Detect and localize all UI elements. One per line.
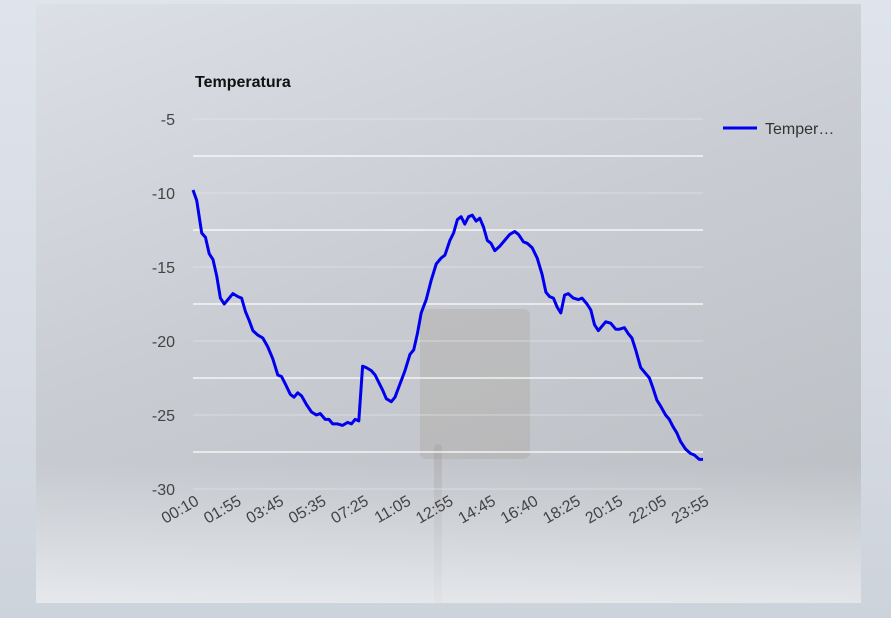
chart-title: Temperatura [195, 74, 291, 91]
x-tick-label: 03:45 [244, 493, 287, 528]
legend[interactable]: Temper… [723, 121, 834, 138]
chart-panel [36, 4, 861, 603]
x-tick-label: 07:25 [328, 493, 371, 528]
x-tick-label: 22:05 [626, 493, 669, 528]
x-tick-label: 05:35 [286, 493, 329, 528]
x-tick-label: 18:25 [540, 493, 583, 528]
weather-station-silhouette [420, 309, 530, 459]
x-tick-label: 01:55 [201, 493, 244, 528]
x-axis-ticks: 00:10 01:55 03:45 05:35 07:25 11:05 12:55 14:45… [159, 493, 712, 528]
y-tick-label: -20 [152, 334, 175, 351]
x-tick-label: 11:05 [372, 493, 414, 527]
y-tick-label: -5 [161, 112, 175, 129]
series-line-temperatura [191, 189, 703, 461]
x-tick-label: 14:45 [456, 493, 499, 528]
y-tick-label: -10 [152, 186, 175, 203]
y-tick-label: -30 [152, 482, 175, 499]
x-tick-label: 23:55 [669, 493, 712, 528]
mountain-background [36, 463, 861, 603]
y-tick-label: -25 [152, 408, 175, 425]
x-tick-label: 20:15 [583, 493, 626, 528]
x-tick-label: 16:40 [498, 493, 541, 528]
y-tick-label: -15 [152, 260, 175, 277]
x-tick-label: 12:55 [413, 493, 456, 528]
y-axis-ticks: -5 -10 -15 -20 -25 -30 [152, 112, 175, 499]
legend-label: Temper… [765, 121, 834, 138]
grid-lines [193, 118, 703, 490]
